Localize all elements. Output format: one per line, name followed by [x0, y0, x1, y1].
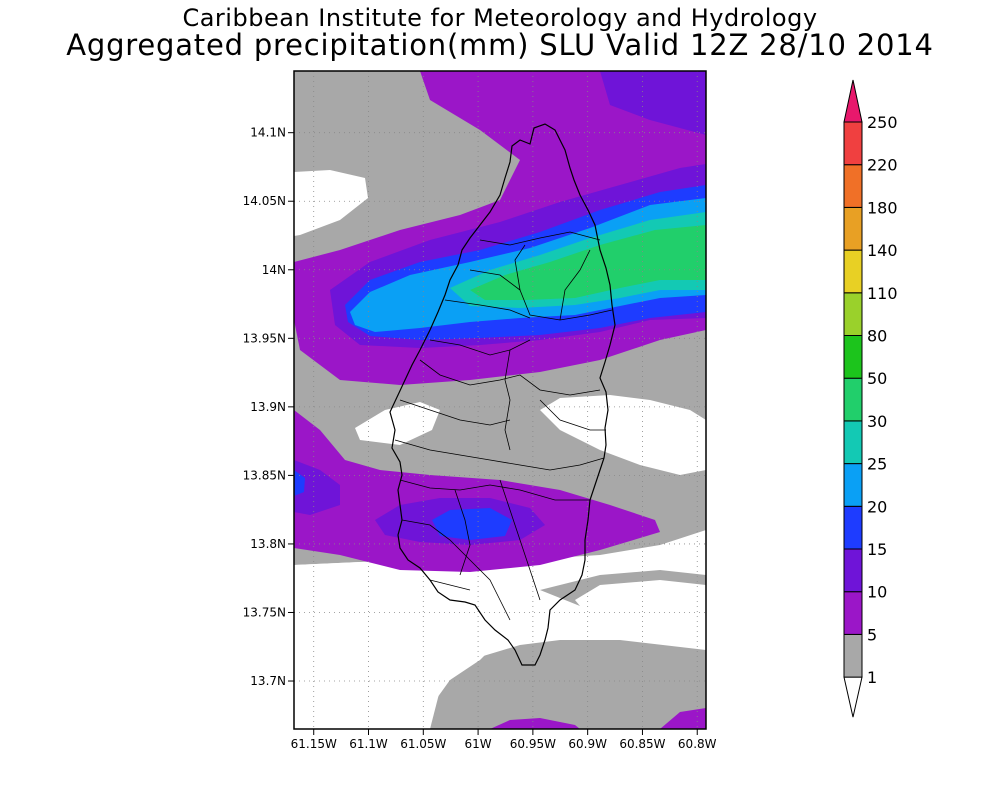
- colorbar-level-label: 25: [867, 455, 887, 474]
- colorbar-level-label: 110: [867, 284, 898, 303]
- district-boundaries: [394, 231, 613, 621]
- precip-band-below-1: [355, 402, 440, 445]
- lat-tick-label: 13.85N: [243, 468, 286, 482]
- precip-band-below-1: [294, 560, 560, 729]
- longitude-axis: 61.15W 61.1W 61.05W 61W 60.95W 60.9W 60.85W 60.…: [291, 729, 717, 751]
- colorbar-swatch: [843, 463, 863, 507]
- colorbar-swatch: [843, 505, 863, 550]
- colorbar-level-label: 140: [867, 241, 898, 260]
- colorbar-swatch: [843, 591, 863, 635]
- colorbar-swatch: [843, 206, 863, 251]
- colorbar-level-label: 50: [867, 369, 887, 388]
- precip-band-10-15: [600, 71, 706, 135]
- colorbar-level-label: 80: [867, 327, 887, 346]
- lon-tick-label: 61.15W: [291, 737, 337, 751]
- colorbar-arrow-low: [843, 676, 863, 718]
- colorbar-swatch: [843, 633, 863, 678]
- precip-band-15-20: [432, 508, 512, 540]
- colorbar-level-label: 15: [867, 540, 887, 559]
- lon-tick-label: 60.9W: [568, 737, 607, 751]
- precip-band-below-1: [575, 580, 706, 640]
- lat-tick-label: 13.8N: [250, 537, 286, 551]
- precip-band-below-1: [294, 700, 430, 729]
- latitude-axis: 14.1N 14.05N 14N 13.95N 13.9N 13.85N 13.8N 13.7…: [243, 126, 294, 688]
- colorbar-swatch: [843, 548, 863, 593]
- lat-tick-label: 13.95N: [243, 331, 286, 345]
- colorbar-level-label: 1: [867, 668, 877, 687]
- precip-band-5-10: [490, 718, 580, 729]
- colorbar-swatch: [843, 292, 863, 336]
- lat-tick-label: 13.75N: [243, 605, 286, 619]
- precip-band-30-50: [470, 225, 706, 300]
- colorbar-swatch: [843, 377, 863, 422]
- lon-tick-label: 60.95W: [510, 737, 556, 751]
- lat-tick-label: 14.05N: [243, 194, 286, 208]
- precip-band-15-20: [294, 470, 305, 496]
- colorbar-swatch: [843, 249, 863, 294]
- lat-tick-label: 14N: [262, 263, 286, 277]
- gridlines: [294, 71, 706, 729]
- colorbar-level-label: 10: [867, 583, 887, 602]
- title-line-2: Aggregated precipitation(mm) SLU Valid 1…: [66, 28, 934, 62]
- colorbar-swatch: [843, 164, 863, 208]
- precip-band-1-5: [430, 640, 706, 729]
- colorbar-swatch: [843, 121, 863, 166]
- lon-tick-label: 61.05W: [400, 737, 446, 751]
- lon-tick-label: 60.85W: [619, 737, 665, 751]
- colorbar-level-label: 220: [867, 156, 898, 175]
- colorbar-level-label: 30: [867, 412, 887, 431]
- lat-tick-label: 14.1N: [250, 126, 286, 140]
- plot-frame: [293, 70, 707, 730]
- lat-tick-label: 13.9N: [250, 400, 286, 414]
- lon-tick-label: 61W: [465, 737, 492, 751]
- colorbar-arrow-high: [843, 79, 863, 123]
- colorbar-swatch: [843, 420, 863, 465]
- precip-band-below-1: [294, 170, 368, 236]
- title-line-1: Caribbean Institute for Meteorology and …: [182, 4, 818, 32]
- colorbar-swatch: [843, 335, 863, 379]
- precip-band-below-1: [540, 395, 706, 475]
- lon-tick-label: 60.8W: [678, 737, 717, 751]
- precip-band-10-15: [294, 460, 340, 515]
- colorbar-level-label: 20: [867, 497, 887, 516]
- lon-tick-label: 61.1W: [349, 737, 388, 751]
- lat-tick-label: 13.7N: [250, 674, 286, 688]
- colorbar-level-label: 250: [867, 113, 898, 132]
- island-outline: [389, 123, 616, 666]
- colorbar-level-label: 180: [867, 198, 898, 217]
- colorbar-level-label: 5: [867, 625, 877, 644]
- precip-band-5-10: [660, 708, 706, 729]
- precip-map: [294, 71, 706, 729]
